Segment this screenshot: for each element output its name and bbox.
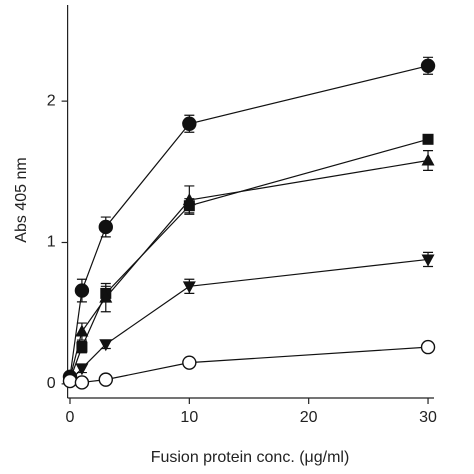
data-point xyxy=(182,355,197,370)
data-point xyxy=(75,324,89,337)
x-tick-label: 0 xyxy=(66,409,75,426)
data-point xyxy=(99,339,113,352)
data-point xyxy=(182,193,196,206)
data-point xyxy=(421,153,435,166)
data-point xyxy=(420,58,436,73)
x-tick-label: 10 xyxy=(180,409,198,426)
data-point xyxy=(62,373,78,389)
data-point xyxy=(98,219,113,235)
data-point xyxy=(421,254,435,267)
data-point xyxy=(420,339,436,355)
x-axis-title: Fusion protein conc. (μg/ml) xyxy=(151,449,350,466)
series-line xyxy=(69,65,429,377)
data-point xyxy=(182,116,197,131)
data-point xyxy=(76,341,88,353)
data-point xyxy=(98,372,113,387)
data-point xyxy=(75,363,89,376)
series-line xyxy=(69,138,429,380)
data-point xyxy=(99,290,113,303)
data-point xyxy=(74,375,90,390)
data-point xyxy=(422,133,434,145)
data-point xyxy=(182,281,196,294)
y-tick-label: 2 xyxy=(47,92,56,109)
y-axis-title: Abs 405 nm xyxy=(13,157,30,242)
series-line xyxy=(69,258,429,382)
series-line xyxy=(69,346,429,384)
x-tick-label: 20 xyxy=(300,409,318,426)
y-tick-label: 0 xyxy=(47,375,56,392)
series-line xyxy=(69,159,429,379)
y-tick-label: 1 xyxy=(47,234,56,251)
x-tick-label: 30 xyxy=(419,409,437,426)
data-point xyxy=(74,283,90,298)
